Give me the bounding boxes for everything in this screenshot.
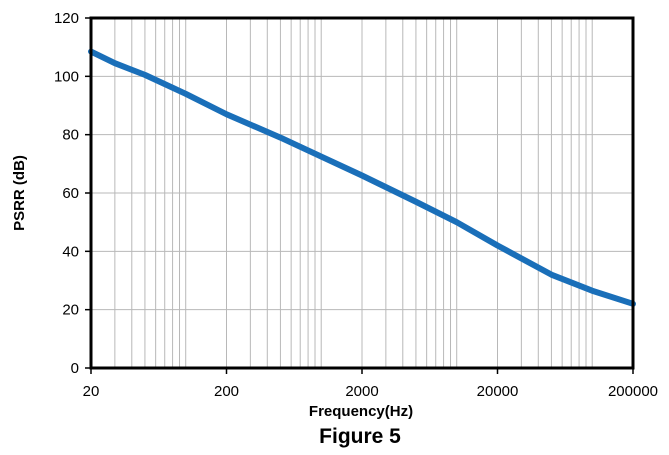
y-tick-label: 100	[54, 68, 79, 85]
y-tick-label: 80	[62, 127, 79, 144]
y-tick-label: 0	[71, 360, 79, 377]
y-tick-label: 60	[62, 185, 79, 202]
x-tick-label: 2000	[345, 383, 378, 400]
grid-lines	[91, 18, 633, 368]
x-tick-label: 20	[83, 383, 100, 400]
x-axis-label: Frequency(Hz)	[309, 403, 413, 420]
figure-caption: Figure 5	[319, 425, 401, 448]
x-tick-label: 20000	[477, 383, 519, 400]
y-tick-labels: 0 20 40 60 80 100 120	[54, 10, 91, 377]
y-axis-label: PSRR (dB)	[11, 155, 28, 231]
series-layer	[88, 48, 636, 307]
x-tick-label: 200	[214, 383, 239, 400]
y-tick-label: 20	[62, 302, 79, 319]
series-line-0	[88, 48, 636, 307]
y-tick-label: 40	[62, 243, 79, 260]
x-tick-label: 200000	[608, 383, 658, 400]
y-tick-label: 120	[54, 10, 79, 27]
x-tick-labels: 20 200 2000 20000 200000	[83, 368, 658, 400]
